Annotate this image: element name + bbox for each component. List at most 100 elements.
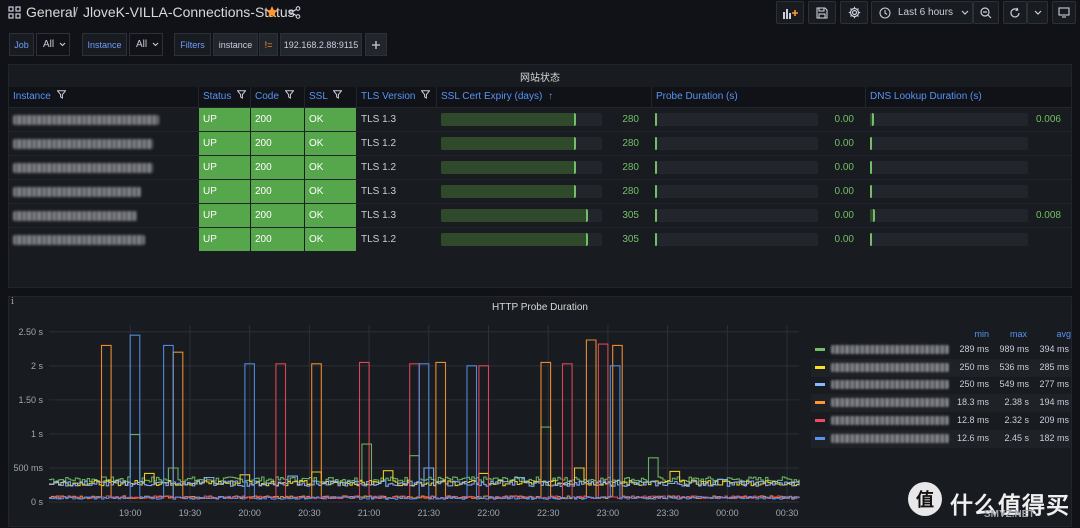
legend-max: 2.38 s xyxy=(1004,397,1029,408)
refresh-interval-dropdown[interactable] xyxy=(1027,1,1048,24)
legend-item[interactable]: 250 ms 549 ms 277 ms xyxy=(811,376,1071,394)
zoom-out-button[interactable] xyxy=(973,1,999,24)
filter-value-chip[interactable]: 192.168.2.88:9115 xyxy=(280,33,362,56)
share-icon[interactable] xyxy=(288,6,301,19)
legend-header-avg[interactable]: avg xyxy=(1056,329,1071,339)
time-range-picker[interactable]: Last 6 hours xyxy=(871,1,973,24)
legend-min: 250 ms xyxy=(959,361,989,372)
filter-key-chip[interactable]: instance xyxy=(213,33,258,56)
panel-info-icon[interactable]: i xyxy=(11,297,14,307)
star-icon[interactable] xyxy=(265,5,279,19)
add-panel-icon xyxy=(782,7,798,19)
instance-variable-select[interactable]: All xyxy=(129,33,163,56)
legend-item[interactable]: 12.8 ms 2.32 s 209 ms xyxy=(811,412,1071,430)
chevron-down-icon xyxy=(961,10,969,16)
instance-variable-label: Instance xyxy=(82,33,127,56)
save-dashboard-button[interactable] xyxy=(808,1,836,24)
ssl-expiry-value: 280 xyxy=(622,114,639,125)
refresh-button[interactable] xyxy=(1003,1,1027,24)
column-header-ssl-expiry[interactable]: SSL Cert Expiry (days) ↑ xyxy=(437,87,652,107)
legend-item[interactable]: 18.3 ms 2.38 s 194 ms xyxy=(811,394,1071,413)
ssl-expiry-gauge xyxy=(441,209,602,222)
time-series-chart[interactable]: 0 s 500 ms 1 s 1.50 s 2 s 2.50 s 19:00 19:30 20:… xyxy=(9,297,809,528)
add-filter-button[interactable] xyxy=(365,33,387,56)
x-tick-label: 00:00 xyxy=(716,508,739,518)
legend-avg: 182 ms xyxy=(1039,432,1069,443)
table-row: UP 200 OK TLS 1.3 280 0.00 0.006 xyxy=(9,107,1071,131)
dns-lookup-value: 0.008 xyxy=(1035,210,1061,221)
ssl-expiry-gauge xyxy=(441,185,602,198)
legend-item[interactable]: 289 ms 989 ms 394 ms xyxy=(811,341,1071,359)
x-tick-label: 22:30 xyxy=(537,508,560,518)
cell-status: UP xyxy=(199,204,250,227)
chart-title[interactable]: HTTP Probe Duration xyxy=(492,302,588,313)
breadcrumb-folder[interactable]: General xyxy=(26,4,76,20)
breadcrumb-separator: / xyxy=(74,4,78,20)
legend-max: 2.32 s xyxy=(1004,414,1029,425)
probe-duration-gauge-fill xyxy=(655,161,657,174)
ssl-expiry-gauge-fill xyxy=(441,113,576,126)
legend-header-max[interactable]: max xyxy=(1009,329,1027,339)
column-header-label: Code xyxy=(255,91,279,102)
column-header-instance[interactable]: Instance xyxy=(9,87,199,107)
filter-operator-chip[interactable]: != xyxy=(259,33,278,56)
cell-instance xyxy=(9,180,199,203)
filter-icon[interactable] xyxy=(333,90,343,99)
dns-lookup-gauge-fill xyxy=(870,209,876,222)
ssl-expiry-value: 305 xyxy=(622,210,639,221)
column-header-ssl[interactable]: SSL xyxy=(305,87,357,107)
probe-duration-gauge xyxy=(655,161,818,174)
legend-swatch xyxy=(815,365,825,369)
cell-ssl: OK xyxy=(305,156,356,179)
top-navbar: General / JloveK-VILLA-Connections-Statu… xyxy=(0,0,1080,26)
dashboard-title[interactable]: JloveK-VILLA-Connections-Status xyxy=(83,4,295,20)
filter-icon[interactable] xyxy=(56,90,66,99)
plus-icon xyxy=(371,40,381,50)
ssl-expiry-value: 305 xyxy=(622,234,639,245)
cell-status: UP xyxy=(199,132,250,155)
column-header-code[interactable]: Code xyxy=(251,87,305,107)
legend-max: 536 ms xyxy=(999,361,1029,372)
legend-item[interactable]: 250 ms 536 ms 285 ms xyxy=(811,358,1071,377)
filter-icon[interactable] xyxy=(421,90,431,99)
cell-status: UP xyxy=(199,108,250,131)
redacted-series-name xyxy=(831,362,949,372)
chevron-down-icon xyxy=(1034,10,1042,16)
x-tick-label: 23:30 xyxy=(656,508,679,518)
save-icon xyxy=(816,6,828,19)
probe-duration-gauge xyxy=(655,113,818,126)
probe-duration-value: 0.00 xyxy=(834,234,854,245)
probe-duration-value: 0.00 xyxy=(834,138,854,149)
dns-lookup-gauge-fill xyxy=(870,161,872,174)
column-header-probe-duration[interactable]: Probe Duration (s) xyxy=(652,87,866,107)
legend-header-min[interactable]: min xyxy=(974,329,989,339)
column-header-label: Probe Duration (s) xyxy=(656,91,738,102)
filter-icon[interactable] xyxy=(237,90,247,99)
filter-icon[interactable] xyxy=(284,90,294,99)
table-panel-title[interactable]: 网站状态 xyxy=(520,73,560,84)
y-tick-label: 500 ms xyxy=(13,463,43,473)
legend-item[interactable]: 12.6 ms 2.45 s 182 ms xyxy=(811,429,1071,448)
add-panel-button[interactable] xyxy=(776,1,804,24)
tv-mode-button[interactable] xyxy=(1052,1,1076,24)
cell-tls-version: TLS 1.2 xyxy=(361,234,397,245)
column-header-dns-lookup[interactable]: DNS Lookup Duration (s) xyxy=(866,87,1073,107)
job-variable-select[interactable]: All xyxy=(36,33,70,56)
instance-variable-value: All xyxy=(136,39,148,50)
cell-status: UP xyxy=(199,228,250,251)
sort-ascending-icon[interactable]: ↑ xyxy=(548,91,554,102)
dns-lookup-gauge xyxy=(870,209,1028,222)
table-header-row: Instance Status Code SSL TLS Version SSL… xyxy=(9,87,1071,107)
redacted-series-name xyxy=(831,380,949,390)
cell-tls-version: TLS 1.2 xyxy=(361,162,397,173)
redacted-instance-name xyxy=(13,115,159,125)
apps-icon[interactable] xyxy=(8,6,21,19)
column-header-status[interactable]: Status xyxy=(199,87,251,107)
cell-instance xyxy=(9,132,199,155)
table-row: UP 200 OK TLS 1.2 305 0.00 xyxy=(9,227,1071,251)
watermark-subtext: SMYZ.NET xyxy=(984,509,1035,520)
dns-lookup-gauge xyxy=(870,233,1028,246)
dashboard-settings-button[interactable] xyxy=(840,1,868,24)
variables-bar: Job All Instance All Filters instance !=… xyxy=(0,33,1080,57)
column-header-tls-version[interactable]: TLS Version xyxy=(357,87,437,107)
